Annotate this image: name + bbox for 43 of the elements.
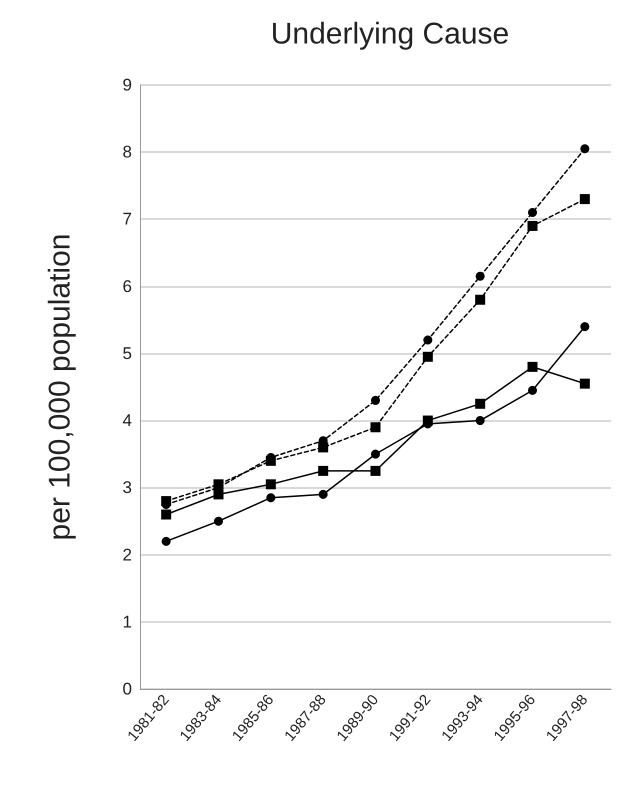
point — [475, 398, 486, 409]
y-tick-label: 2 — [122, 545, 132, 564]
y-tick-label: 3 — [122, 478, 132, 498]
point — [161, 510, 172, 520]
point — [580, 144, 590, 154]
point — [423, 336, 432, 345]
point — [318, 490, 328, 499]
y-tick-label: 1 — [122, 612, 132, 632]
point — [528, 386, 537, 395]
y-tick-label: 5 — [122, 344, 132, 363]
y-tick-label: 8 — [122, 142, 132, 162]
y-tick-label: 6 — [122, 276, 132, 296]
point — [266, 479, 276, 490]
point — [475, 294, 486, 305]
y-tick-label: 7 — [122, 210, 132, 229]
y-tick-label: 9 — [122, 76, 132, 94]
chart-title: Underlying Cause — [270, 18, 510, 50]
point — [528, 220, 538, 231]
point — [214, 479, 224, 490]
point — [370, 422, 380, 432]
point — [214, 489, 224, 500]
point — [476, 416, 485, 426]
point — [580, 322, 590, 332]
point — [214, 516, 223, 526]
point — [371, 396, 380, 405]
point — [266, 493, 276, 502]
point — [266, 456, 276, 466]
point — [371, 450, 380, 459]
point — [580, 378, 590, 389]
point — [318, 442, 328, 452]
y-tick-label: 4 — [122, 411, 132, 430]
point — [476, 272, 485, 281]
y-tick-label: 0 — [122, 680, 132, 698]
point — [318, 466, 328, 476]
point — [528, 362, 538, 372]
y-axis-title: per 100,000 population — [44, 234, 76, 540]
point — [161, 496, 172, 506]
point — [528, 208, 537, 218]
point — [422, 416, 433, 426]
point — [162, 536, 171, 546]
point — [580, 194, 590, 204]
point — [370, 466, 380, 476]
point — [422, 352, 433, 362]
